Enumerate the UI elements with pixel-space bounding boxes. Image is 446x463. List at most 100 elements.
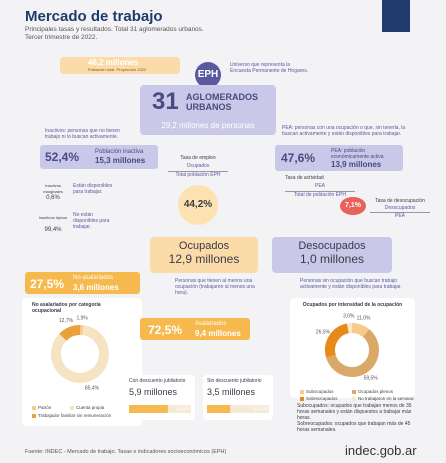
no-asalariados-card: No asalariados por categoría ocupacional (22, 298, 142, 426)
tipicos-rate: 99,4% (44, 227, 62, 233)
desocupados-box: Desocupados 1,0 millones (272, 237, 392, 273)
slice-label: 85,4% (85, 385, 100, 391)
inactivos-rate: 52,4% (45, 150, 80, 164)
con-count: 5,9 millones (129, 387, 178, 397)
eph-note: Universo que representa la Encuesta Perm… (230, 62, 309, 74)
no-asalariados-rate: 27,5% (30, 277, 65, 291)
source: Fuente: INDEC - Mercado de trabajo. Tasa… (25, 449, 227, 455)
title: Mercado de trabajo (25, 8, 163, 25)
pea-count: 13,9 millones (331, 160, 382, 169)
intensidad-note: Subocupados: ocupados que trabajan menos… (297, 403, 412, 421)
legend-label: Subocupados (306, 389, 334, 394)
tasa-actividad-den: Total de población EPH (285, 191, 355, 198)
aglomerados-box: 31 AGLOMERADOS URBANOS 29,2 millones de … (140, 85, 276, 135)
ocupados-box: Ocupados 12,9 millones (150, 237, 258, 273)
population-note: Población total. Proyección 2022 (88, 67, 147, 72)
tasa-desocupacion-num: Desocupados (384, 205, 416, 211)
inactivos-definition: Inactivos: personas que no tienen trabaj… (45, 128, 120, 140)
tasa-empleo-num: Ocupados (186, 163, 210, 169)
tasa-actividad-num: PEA (314, 183, 325, 189)
legend-swatch (32, 414, 36, 418)
aglomerados-people: 29,2 millones de personas (161, 121, 255, 130)
slice-label: 11,0% (357, 315, 371, 321)
intensidad-title: Ocupados por intensidad de la ocupación (302, 302, 403, 308)
subtitle: Principales tasas y resultados. Total 31… (25, 26, 204, 33)
sin-label: Sin descuento jubilatorio (207, 378, 262, 384)
pea-box: 47,6% PEA: población económicamente acti… (275, 145, 403, 171)
legend-swatch (32, 406, 36, 410)
desocupados-count: 1,0 millones (299, 252, 365, 266)
tasa-desocupacion-rate: 7,1% (340, 197, 366, 215)
donut-slice (326, 329, 379, 377)
legend-swatch (300, 390, 304, 394)
slice-label: 3,0% (343, 313, 355, 319)
slice-label: 12,7% (59, 318, 74, 324)
desocupados-title: Desocupados (298, 240, 366, 252)
tasa-desocupacion-den: PEA (370, 212, 430, 219)
period: Tercer trimestre de 2022. (25, 34, 98, 41)
asalariados-count: 9,4 millones (195, 329, 241, 338)
aglomerados-label: AGLOMERADOS URBANOS (186, 92, 258, 112)
intensidad-note: Sobreocupados: ocupados que trabajan más… (297, 421, 411, 433)
no-asalariados-count: 3,6 millones (73, 283, 119, 292)
donut-slice (351, 323, 370, 338)
ocupados-count: 12,9 millones (168, 252, 240, 266)
inactivos-box: 52,4% Población inactiva 15,3 millones (40, 145, 158, 169)
legend-label: Ocupados plenos (358, 389, 394, 394)
sin-count: 3,5 millones (207, 387, 256, 397)
asalariados-label: Asalariados (195, 321, 227, 327)
legend-label: No trabajaron en la semana (358, 396, 414, 401)
ocupados-note: Personas que tienen al menos una ocupaci… (175, 278, 255, 296)
con-label: Con descuento jubilatorio (129, 378, 186, 384)
ocupados-title: Ocupados (178, 240, 230, 252)
share-label: 62,6% (176, 406, 191, 412)
pea-label: PEA: población económicamente activa (331, 148, 384, 160)
share-bar (207, 405, 231, 413)
marginales-rate: 0,6% (46, 195, 60, 201)
tipicos-label: Inactivos típicos (38, 215, 68, 220)
slice-label: 59,5% (364, 376, 379, 382)
share-label: 37,4% (254, 406, 269, 412)
inactivos-label: Población inactiva (95, 149, 144, 155)
slice-label: 1,9% (76, 315, 88, 321)
donut-slice (325, 323, 350, 358)
tasa-empleo-den: Total población EPH (168, 171, 228, 178)
inactivos-count: 15,3 millones (95, 156, 146, 165)
legend-label: Sobreocupados (306, 396, 338, 401)
legend-swatch (70, 406, 74, 410)
tasa-desocupacion-title: Tasa de desocupación (375, 198, 425, 204)
marginales-note: Están disponibles para trabajar. (73, 183, 113, 195)
slice-label: 26,5% (316, 330, 331, 336)
site: indec.gob.ar (345, 443, 417, 458)
logo-badge (382, 0, 410, 32)
marginales-label: Inactivos marginales (43, 183, 63, 194)
no-asalariados-box: 27,5% No asalariados 3,6 millones (25, 272, 140, 294)
population-band: 46,2 millones Población total. Proyecció… (60, 57, 180, 74)
legend-label: Cuenta propia (76, 405, 105, 410)
legend-swatch (352, 390, 356, 394)
sin-track (207, 405, 269, 413)
legend-label: Patrón (38, 405, 52, 410)
asalariados-rate: 72,5% (148, 323, 183, 337)
tasa-actividad-title: Tasa de actividad (285, 175, 324, 181)
legend-swatch (352, 397, 356, 401)
pea-rate: 47,6% (281, 151, 316, 165)
donut-slice (51, 325, 109, 383)
no-asalariados-label: No asalariados (73, 275, 114, 281)
asalariados-box: 72,5% Asalariados 9,4 millones (140, 318, 250, 340)
tasa-empleo-rate: 44,2% (178, 185, 218, 225)
desocupados-note: Personas sin ocupación que buscan trabaj… (300, 278, 402, 290)
aglomerados-number: 31 (152, 88, 179, 115)
eph-badge: EPH (195, 62, 221, 88)
legend-swatch (300, 397, 304, 401)
share-bar (129, 405, 168, 413)
legend-label: Trabajador familiar sin remuneración (38, 413, 112, 418)
tipicos-note: No están disponibles para trabajar. (73, 212, 110, 230)
population-value: 46,2 millones (88, 58, 139, 67)
donut-slice (59, 325, 81, 341)
pea-definition: PEA: personas con una ocupación o que, s… (282, 125, 406, 137)
no-asalariados-chart-title: No asalariados por categoría ocupacional (32, 302, 101, 314)
tasa-empleo-title: Tasa de empleo (180, 155, 216, 161)
